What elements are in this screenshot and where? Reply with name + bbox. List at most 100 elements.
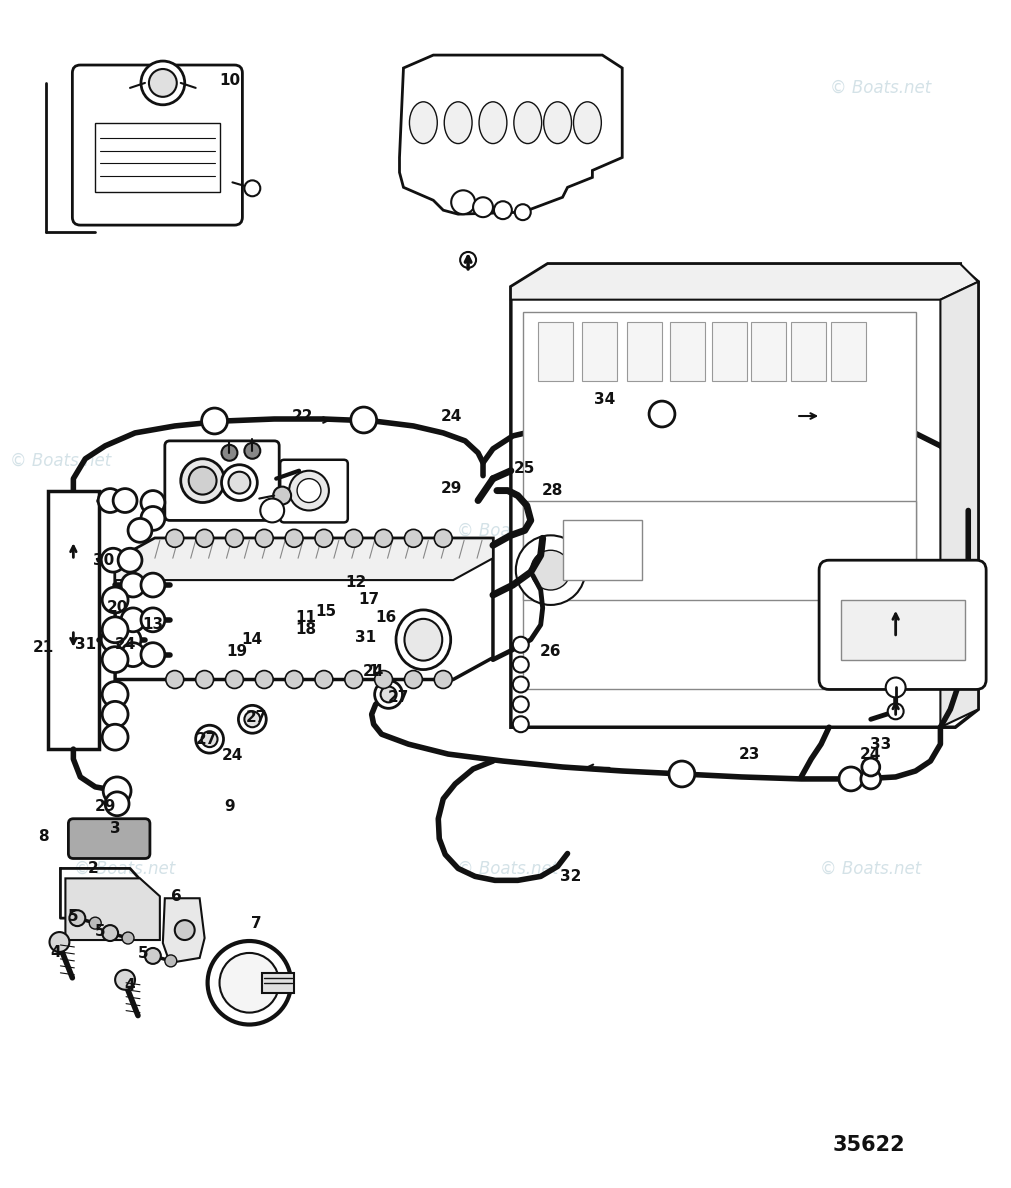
Circle shape [297, 479, 320, 503]
Bar [831, 322, 865, 381]
Text: 4: 4 [51, 946, 61, 960]
Text: © Boats.net: © Boats.net [10, 451, 111, 469]
Text: 35622: 35622 [832, 1135, 905, 1155]
Text: 33: 33 [870, 737, 892, 752]
Circle shape [89, 917, 101, 929]
Circle shape [649, 402, 675, 426]
Circle shape [201, 407, 227, 434]
Circle shape [145, 948, 161, 963]
FancyBboxPatch shape [69, 819, 150, 859]
Circle shape [115, 969, 135, 990]
Text: 20: 20 [106, 600, 127, 615]
Circle shape [141, 61, 185, 105]
Circle shape [451, 190, 475, 214]
Polygon shape [940, 282, 979, 727]
Circle shape [888, 703, 904, 719]
Bar [523, 311, 916, 689]
Circle shape [103, 777, 131, 804]
Circle shape [435, 530, 452, 548]
Text: 18: 18 [295, 623, 316, 637]
Circle shape [460, 252, 476, 267]
Text: 5: 5 [95, 923, 105, 939]
Polygon shape [511, 264, 979, 727]
Ellipse shape [479, 102, 507, 144]
Text: 6: 6 [172, 889, 182, 904]
Circle shape [141, 573, 165, 598]
Circle shape [141, 491, 165, 514]
Circle shape [345, 530, 363, 548]
Circle shape [102, 925, 118, 941]
FancyBboxPatch shape [819, 561, 986, 689]
Text: © Boats.net: © Boats.net [75, 859, 176, 878]
Text: 14: 14 [242, 632, 263, 647]
Text: 21: 21 [33, 640, 55, 656]
Circle shape [516, 536, 585, 605]
FancyBboxPatch shape [280, 460, 348, 523]
Text: 32: 32 [560, 868, 581, 884]
Text: 31: 31 [75, 637, 96, 652]
Circle shape [513, 657, 529, 672]
Bar [841, 600, 966, 659]
Circle shape [351, 407, 377, 432]
Circle shape [531, 550, 570, 590]
Circle shape [101, 548, 125, 573]
Circle shape [70, 910, 85, 927]
Circle shape [201, 732, 217, 747]
Text: 19: 19 [225, 644, 247, 659]
Circle shape [260, 499, 284, 523]
Text: 29: 29 [441, 481, 462, 497]
Ellipse shape [396, 609, 451, 670]
Circle shape [273, 487, 291, 505]
Ellipse shape [573, 102, 602, 144]
Text: 25: 25 [514, 461, 536, 476]
FancyBboxPatch shape [73, 65, 243, 225]
Bar [670, 322, 705, 381]
Text: 13: 13 [143, 618, 164, 632]
Text: 31: 31 [355, 631, 376, 645]
Circle shape [166, 530, 184, 548]
Circle shape [105, 792, 129, 816]
Circle shape [239, 706, 266, 733]
Circle shape [285, 530, 303, 548]
Circle shape [117, 627, 141, 652]
Circle shape [221, 465, 258, 500]
Text: 9: 9 [224, 800, 235, 814]
Text: 2: 2 [88, 861, 99, 876]
Circle shape [50, 933, 70, 952]
Circle shape [245, 443, 260, 459]
Circle shape [256, 530, 273, 548]
Circle shape [228, 472, 251, 493]
Circle shape [886, 677, 906, 697]
Circle shape [225, 670, 244, 689]
Bar [627, 322, 662, 381]
Text: © Boats.net: © Boats.net [457, 78, 558, 97]
Circle shape [121, 608, 145, 632]
Text: 26: 26 [540, 644, 561, 659]
Circle shape [513, 637, 529, 652]
Circle shape [102, 617, 128, 643]
Text: 7: 7 [251, 916, 262, 930]
Polygon shape [163, 898, 204, 963]
Text: 5: 5 [68, 909, 79, 923]
Circle shape [113, 488, 137, 512]
Text: 3: 3 [110, 821, 120, 836]
Circle shape [839, 767, 862, 791]
Text: 30: 30 [93, 552, 114, 568]
Polygon shape [511, 264, 979, 299]
Circle shape [101, 627, 125, 652]
Circle shape [245, 712, 260, 727]
Circle shape [189, 467, 216, 494]
Ellipse shape [444, 102, 472, 144]
Text: 16: 16 [375, 611, 396, 625]
Circle shape [207, 941, 291, 1024]
Circle shape [102, 587, 128, 613]
Circle shape [375, 670, 392, 689]
Polygon shape [66, 878, 160, 940]
Text: 12: 12 [345, 575, 366, 589]
Text: 27: 27 [388, 690, 409, 704]
Circle shape [315, 530, 333, 548]
Polygon shape [115, 538, 493, 580]
Circle shape [375, 530, 392, 548]
Bar [582, 322, 618, 381]
Bar [562, 520, 642, 580]
